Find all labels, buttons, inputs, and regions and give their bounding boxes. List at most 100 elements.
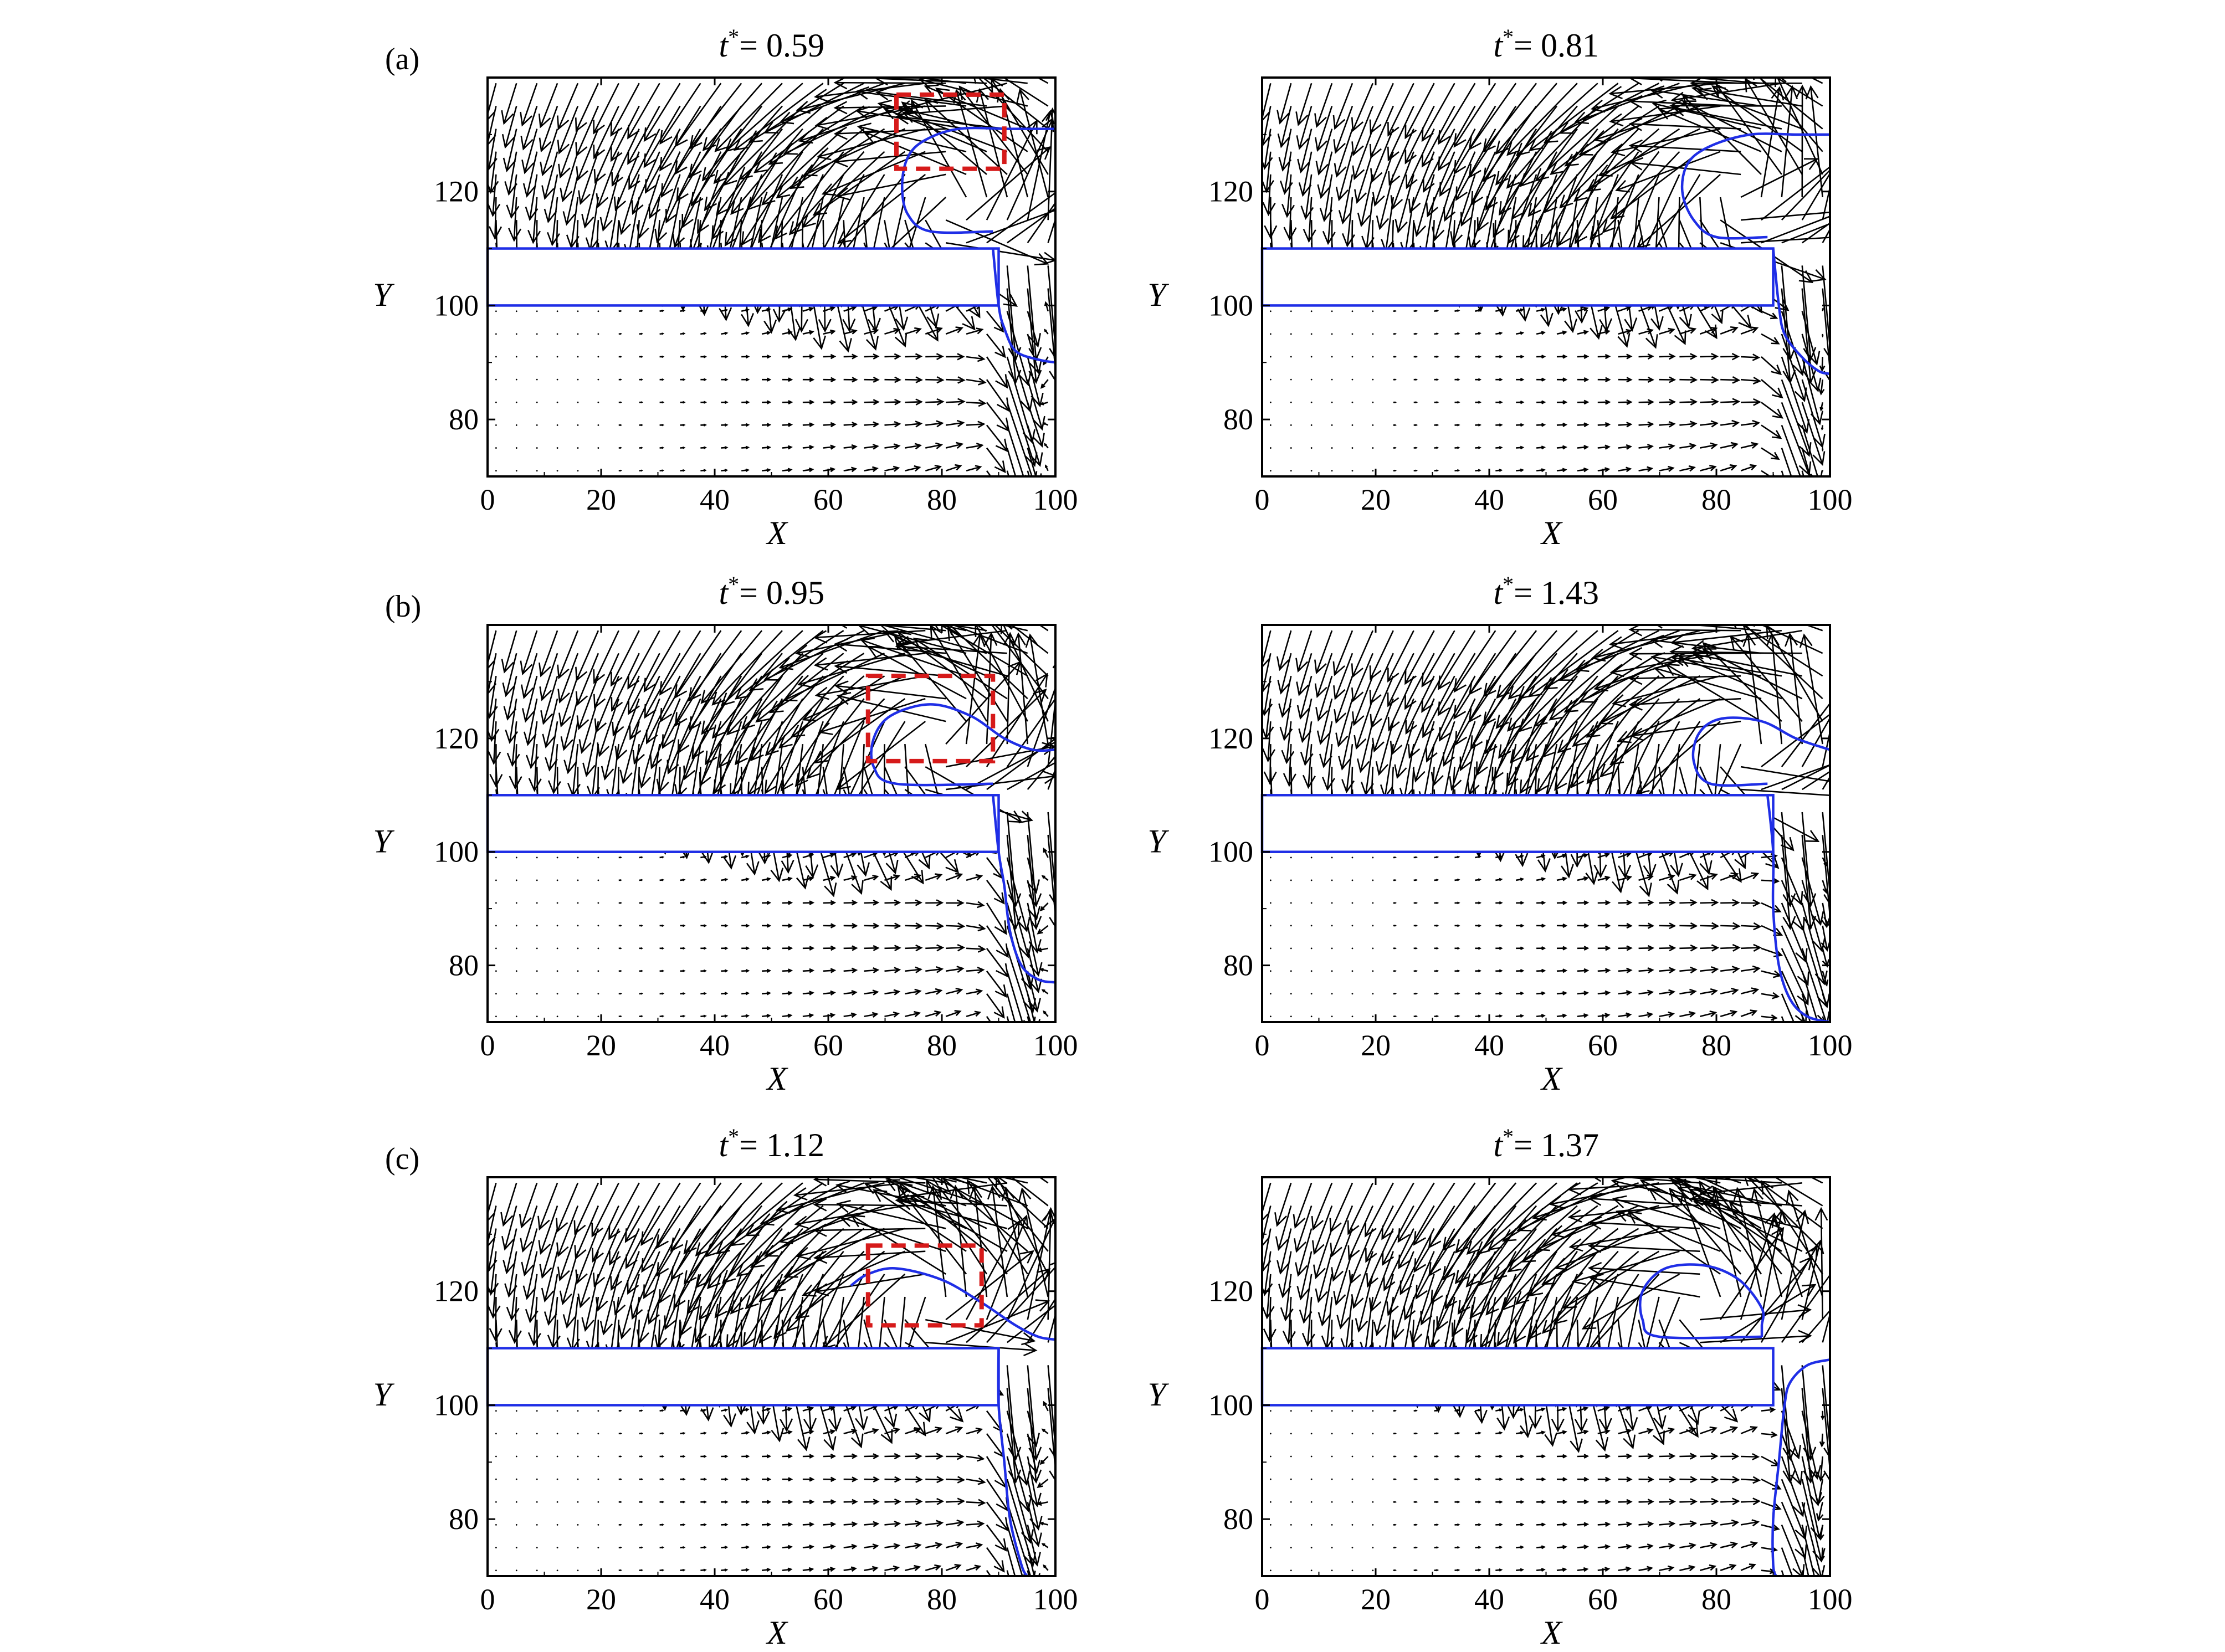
vector-arrow: [1039, 1521, 1048, 1526]
vector-arrow: [864, 1428, 879, 1435]
vector-arrow: [1425, 698, 1455, 763]
vector-arrow: [1609, 105, 1721, 127]
vector-arrow: [1577, 354, 1590, 359]
vector-arrow: [1638, 899, 1654, 906]
vector-arrow: [1786, 1189, 1823, 1297]
vector-arrow: [1498, 128, 1558, 216]
vector-arrow: [1609, 629, 1721, 650]
vector-arrow: [700, 1500, 708, 1504]
vector-arrow: [986, 192, 1055, 244]
vector-arrow: [1659, 1476, 1676, 1483]
vector-arrow: [545, 721, 558, 772]
vector-arrow: [1556, 377, 1568, 382]
vector-arrow: [1404, 653, 1435, 710]
vector-arrow: [782, 1567, 793, 1572]
vector-dot: [1372, 401, 1374, 403]
vector-arrow: [1508, 151, 1558, 245]
vector-arrow: [1277, 653, 1292, 695]
vector-arrow: [1761, 925, 1783, 936]
interface-upper: [870, 703, 1055, 787]
vector-arrow: [1577, 306, 1589, 312]
y-tick-label: 100: [1208, 289, 1253, 322]
vector-arrow: [1577, 1454, 1590, 1459]
vector-arrow: [741, 969, 750, 973]
vector-arrow: [1438, 105, 1476, 171]
vector-arrow: [1598, 675, 1700, 725]
vector-arrow: [1699, 464, 1717, 471]
vector-arrow: [1006, 425, 1024, 476]
vector-arrow: [539, 1228, 558, 1279]
vector-arrow: [1516, 355, 1525, 359]
vector-dot: [495, 424, 497, 426]
vector-arrow: [488, 675, 498, 719]
vector-arrow: [659, 1546, 665, 1549]
vector-arrow: [884, 1453, 901, 1460]
vector-arrow: [1413, 332, 1418, 335]
vector-arrow: [927, 1184, 947, 1297]
vector-arrow: [905, 1498, 923, 1505]
vector-dot: [556, 925, 558, 927]
vector-arrow: [1390, 698, 1414, 756]
vector-arrow: [802, 1454, 815, 1459]
vector-arrow: [1628, 117, 1741, 131]
vector-arrow: [905, 1010, 921, 1018]
vector-dot: [536, 1569, 538, 1572]
vector-arrow: [639, 947, 644, 950]
y-tick-label: 120: [434, 722, 479, 755]
vector-arrow: [864, 1476, 880, 1482]
vector-arrow: [1434, 879, 1439, 881]
vector-arrow: [1679, 443, 1697, 450]
vector-arrow: [1781, 702, 1830, 767]
vector-arrow: [1700, 1497, 1719, 1506]
vector-arrow: [659, 992, 665, 995]
vector-arrow: [1454, 1500, 1460, 1504]
vector-arrow: [1659, 1520, 1676, 1527]
vector-arrow: [1638, 1012, 1654, 1018]
vector-arrow: [1638, 1476, 1654, 1482]
vector-arrow: [884, 327, 901, 335]
vector-dot: [1351, 856, 1354, 859]
vector-arrow: [1618, 990, 1633, 996]
vector-dot: [515, 1547, 517, 1548]
vector-arrow: [945, 1250, 1034, 1321]
vector-arrow: [540, 129, 558, 177]
x-axis-label: X: [1540, 1060, 1563, 1097]
vector-arrow: [1006, 470, 1010, 476]
vector-arrow: [643, 630, 681, 693]
vector-arrow: [1278, 129, 1292, 172]
vector-arrow: [1597, 1544, 1611, 1550]
vector-arrow: [721, 901, 729, 905]
vector-arrow: [1781, 1570, 1785, 1576]
vector-arrow: [1393, 378, 1397, 381]
vector-arrow: [1475, 947, 1482, 950]
vector-dot: [515, 447, 517, 449]
vector-arrow: [925, 944, 945, 952]
vector-arrow: [999, 1177, 1028, 1184]
vector-arrow: [1740, 872, 1760, 881]
vector-dot: [495, 1569, 497, 1572]
x-tick-label: 80: [927, 1029, 957, 1062]
vector-dot: [495, 970, 497, 972]
vector-arrow: [505, 698, 519, 744]
vector-dot: [1351, 470, 1354, 472]
vector-arrow: [1375, 721, 1395, 776]
vector-dot: [556, 856, 558, 859]
vector-arrow: [1761, 402, 1783, 419]
vector-arrow: [1679, 1427, 1696, 1435]
vector-arrow: [700, 1568, 707, 1572]
vector-arrow: [782, 1013, 793, 1018]
vector-arrow: [843, 1428, 858, 1435]
vector-arrow: [659, 856, 665, 859]
vector-arrow: [1027, 925, 1043, 977]
vector-arrow: [1508, 630, 1578, 700]
vector-arrow: [1393, 356, 1397, 358]
vector-arrow: [1581, 1273, 1680, 1330]
vector-arrow: [843, 466, 858, 473]
vector-arrow: [1740, 788, 1830, 797]
vector-arrow: [659, 332, 665, 335]
vector-arrow: [1761, 992, 1780, 999]
vector-arrow: [1407, 698, 1435, 759]
vector-arrow: [1413, 856, 1418, 859]
vector-arrow: [1296, 675, 1313, 720]
vector-arrow: [1454, 901, 1460, 905]
